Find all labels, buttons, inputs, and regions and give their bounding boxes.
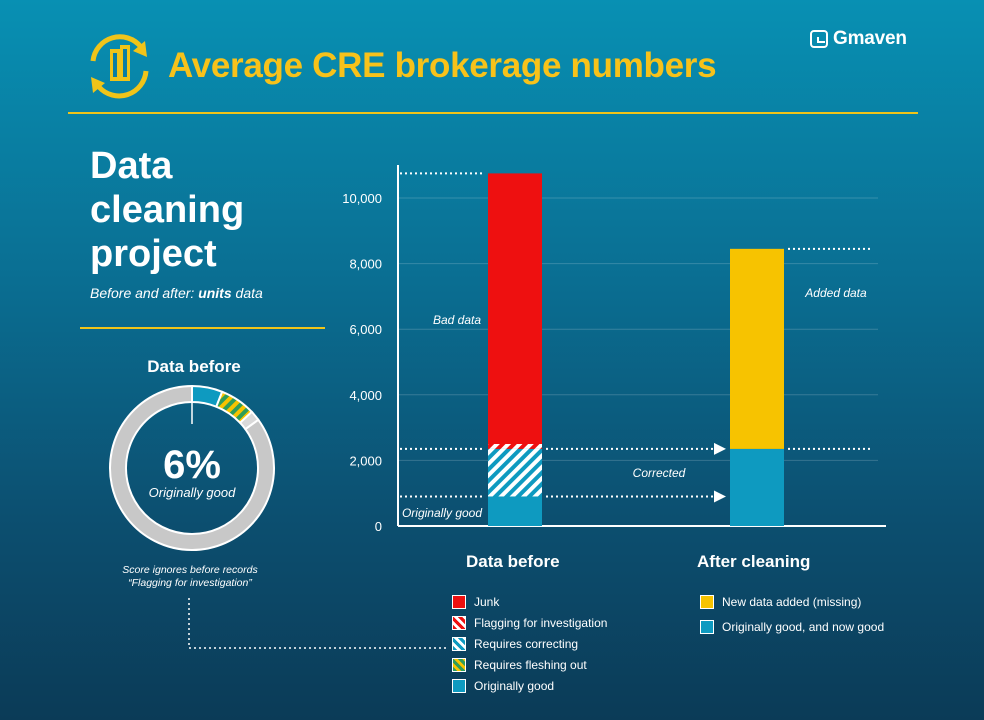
donut-chart [109,384,275,551]
category-label-after: After cleaning [697,552,811,571]
category-label-before: Data before [466,552,560,571]
bar-data-before-flagging-for-investigation [488,444,542,449]
legend-item-requires-fleshing-out: Requires fleshing out [452,658,587,672]
legend-swatch [452,658,466,672]
legend-swatch [700,595,714,609]
y-tick-label: 4,000 [349,388,382,403]
donut-title: Data before [147,357,241,376]
project-title: Data cleaning project [90,145,245,275]
legend-swatch [452,679,466,693]
project-subtitle: Before and after: units data [90,285,263,301]
panel-divider [80,327,325,329]
legend-before: Junk Flagging for investigation Requires c… [452,595,672,705]
legend-label: Requires correcting [474,637,579,651]
donut-note-line: “Flagging for investigation” [128,577,252,589]
annotation-bad-data: Bad data [433,313,481,327]
donut-center-label: Originally good [148,485,236,500]
good-arrowhead [714,490,726,503]
bar-data-before-originally-good [488,496,542,526]
page-title: Average CRE brokerage numbers [168,46,717,85]
y-tick-label: 2,000 [349,453,382,468]
legend-item-new-data-added-missing: New data added (missing) [700,595,861,609]
legend-label: Requires fleshing out [474,658,587,672]
legend-item-originally-good-and-now-good: Originally good, and now good [700,620,884,634]
brand-logo: Gmaven [810,28,907,50]
building-cycle-icon [90,34,149,99]
donut-slice-remaining [109,384,275,551]
legend-item-originally-good: Originally good [452,679,554,693]
subtitle-suffix: data [231,285,263,301]
donut-center-value: 6% [163,443,221,487]
corrected-arrowhead [714,442,726,455]
legend-item-flagging-for-investigation: Flagging for investigation [452,616,607,630]
annotation-corrected: Corrected [633,466,686,480]
legend-label: Originally good, and now good [722,620,885,634]
legend-after: New data added (missing) Originally good,… [700,595,920,645]
annotation-added-data: Added data [804,286,867,300]
legend-swatch [452,595,466,609]
bar-after-cleaning-originally-good-and-now-good [730,448,784,526]
legend-swatch [700,620,714,634]
legend-item-junk: Junk [452,595,499,609]
legend-swatch [452,637,466,651]
bar-after-cleaning-new-data-added-missing [730,248,784,449]
y-tick-label: 8,000 [349,257,382,272]
bar-data-before-junk [488,173,542,444]
donut-note: Score ignores before records “Flagging f… [100,564,280,590]
legend-label: New data added (missing) [722,595,862,609]
brand-name: Gmaven [833,28,907,49]
legend-label: Flagging for investigation [474,616,608,630]
legend-swatch [452,616,466,630]
gmaven-logo-icon [810,30,828,48]
legend-item-requires-correcting: Requires correcting [452,637,578,651]
y-tick-label: 0 [375,519,382,534]
subtitle-emphasis: units [198,285,232,301]
annotation-originally-good: Originally good [402,506,482,520]
legend-label: Originally good [474,679,555,693]
note-connector-line [188,598,446,649]
legend-label: Junk [474,595,500,609]
subtitle-prefix: Before and after: [90,285,199,301]
title-divider [68,112,918,114]
bar-data-before-requires-correcting [488,448,542,497]
y-tick-label: 10,000 [342,191,382,206]
stacked-bar-chart: 0 2,000 4,000 6,000 8,000 10,000 Bad data Added… [342,165,886,534]
donut-note-line: Score ignores before records [122,564,258,576]
y-tick-label: 6,000 [349,322,382,337]
